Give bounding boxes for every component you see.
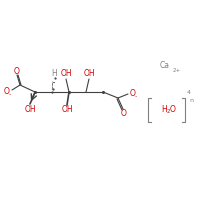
Text: O: O: [4, 86, 10, 96]
Text: $_2$O: $_2$O: [166, 104, 178, 116]
Text: n: n: [189, 98, 193, 102]
Text: Ca: Ca: [160, 60, 170, 70]
Text: H: H: [51, 70, 57, 78]
Text: OH: OH: [24, 104, 36, 114]
Text: O: O: [14, 66, 20, 75]
Text: OH: OH: [60, 70, 72, 78]
Text: OH: OH: [61, 106, 73, 114]
Text: O: O: [130, 88, 136, 98]
Text: H: H: [161, 106, 166, 114]
Text: O: O: [121, 110, 127, 118]
Text: -: -: [135, 95, 137, 99]
Text: OH: OH: [83, 70, 95, 78]
Text: -: -: [9, 92, 11, 98]
Text: 4: 4: [187, 90, 191, 96]
Text: 2+: 2+: [173, 68, 181, 72]
